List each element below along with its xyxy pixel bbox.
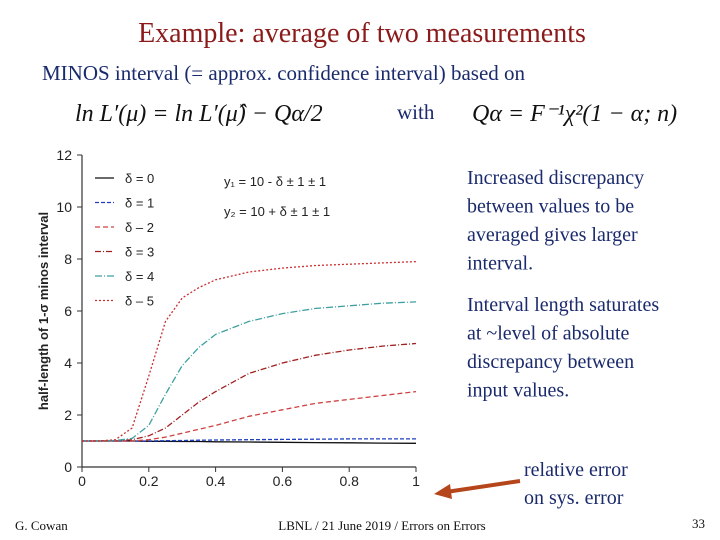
footer-center: LBNL / 21 June 2019 / Errors on Errors (278, 518, 486, 533)
y-tick-label: 12 (56, 147, 72, 163)
equation: Qα = F⁻¹χ²(1 − α; n) (472, 101, 677, 127)
equation: ln L′(μ) = ln L′(μ̂) − Qα/2 (75, 101, 323, 127)
y-tick-label: 8 (64, 251, 72, 267)
x-tick-label: 1 (412, 473, 420, 489)
y-axis-label: half-length of 1-σ minos interval (36, 212, 51, 410)
note-line: discrepancy between (467, 351, 634, 373)
series-line (82, 342, 417, 442)
footer-author: G. Cowan (15, 518, 68, 533)
arrow (445, 479, 521, 494)
note-line: between values to be (467, 196, 634, 218)
slide-title: Example: average of two measurements (138, 18, 586, 49)
note-line: Interval length saturates (467, 294, 659, 316)
note-line: averaged gives larger (467, 224, 638, 246)
note-line: input values. (467, 380, 569, 402)
chart: 0 2 4 6 8 10 12 0 0.2 0.4 0.6 0.8 1 half-length of 1-… (36, 147, 420, 489)
arrow-note: relative error (524, 459, 628, 481)
arrow-head (434, 484, 452, 499)
with-text: with (397, 100, 435, 124)
x-tick-label: 0.8 (339, 473, 359, 489)
annotation: y₁ = 10 - δ ± 1 ± 1 (224, 174, 326, 189)
note-line: Increased discrepancy (467, 167, 644, 189)
y-tick-label: 2 (64, 407, 72, 423)
series-line (82, 301, 417, 442)
plot-area (82, 155, 416, 467)
series-line (82, 260, 417, 442)
x-tick-label: 0 (78, 473, 86, 489)
x-tick-label: 0.2 (139, 473, 159, 489)
page-number: 33 (692, 516, 705, 531)
note-line: interval. (467, 253, 533, 275)
legend-label: δ = 1 (125, 196, 154, 211)
y-tick-label: 0 (64, 459, 72, 475)
legend-label: δ = 4 (125, 269, 154, 284)
y-tick-label: 10 (56, 199, 72, 215)
note-line: at ~level of absolute (467, 323, 630, 345)
legend-label: δ – 2 (125, 220, 154, 235)
y-tick-label: 6 (64, 303, 72, 319)
arrow-note: on sys. error (524, 487, 624, 509)
legend-label: δ = 0 (125, 171, 154, 186)
annotation: y₂ = 10 + δ ± 1 ± 1 (224, 204, 330, 219)
intro-text: MINOS interval (= approx. confidence int… (42, 61, 526, 85)
x-tick-label: 0.4 (206, 473, 226, 489)
legend-label: δ – 5 (125, 294, 154, 309)
legend-label: δ = 3 (125, 245, 154, 260)
x-tick-label: 0.6 (273, 473, 293, 489)
y-tick-label: 4 (64, 355, 72, 371)
series-line (82, 390, 417, 442)
